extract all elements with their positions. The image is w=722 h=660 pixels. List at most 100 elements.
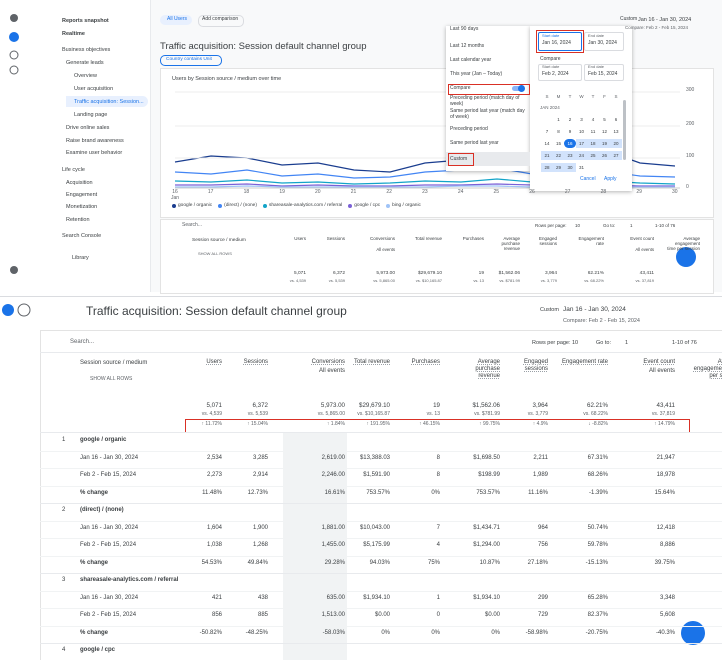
date-label: Custom [540,307,559,313]
legend-dot [262,204,267,208]
nav-item[interactable]: Raise brand awareness [66,138,124,144]
add-comparison[interactable] [198,15,244,27]
compare-option[interactable]: Custom [450,156,468,162]
nav-item[interactable]: Examine user behavior [66,150,123,156]
day[interactable]: 4 [591,117,595,122]
show-all-rows[interactable]: SHOW ALL ROWS [198,251,232,256]
compare-option[interactable]: Same period last year (match day of week… [450,108,525,120]
nav-item[interactable]: Acquisition [66,180,93,186]
nav-rail [0,0,28,292]
day[interactable]: 29 [555,165,562,170]
nav-item[interactable]: Generate leads [66,60,104,66]
nav-item[interactable]: Overview [74,73,97,79]
compare-range: Compare: Feb 2 - Feb 15, 2024 [624,25,688,30]
day[interactable]: 17 [578,141,585,146]
rows-per-page[interactable]: 10 [575,223,581,228]
day[interactable]: 22 [555,153,562,158]
column-header: Total revenue [353,359,390,365]
day[interactable]: 7 [545,129,549,134]
cell-value: 75% [427,559,440,566]
row-name: google / organic [80,437,127,443]
weekday: S [545,94,549,99]
total-compare: vs. 5,539 [328,278,345,283]
nav-item[interactable]: Landing page [74,112,108,118]
day[interactable]: 27 [613,153,619,158]
apply-button[interactable]: Apply [604,176,617,182]
column-header: Purchases [462,236,484,241]
day[interactable]: 23 [567,153,573,158]
column-header: Total revenue [414,236,442,241]
day[interactable]: 10 [578,129,585,134]
nav-item[interactable]: Life cycle [62,167,85,173]
nav-item[interactable]: Search Console [62,233,102,239]
end-date-field[interactable] [584,32,624,51]
compare-option[interactable]: Same period last year [450,140,499,146]
search-input[interactable]: Search... [70,339,95,345]
table-card [160,219,714,294]
day[interactable]: 20 [613,141,619,146]
nav-item[interactable]: Retention [66,217,90,223]
date-label: Custom [620,16,638,22]
search-input[interactable]: Search... [182,222,203,228]
day[interactable]: 6 [614,117,618,122]
day[interactable]: 11 [590,129,596,134]
day[interactable]: 28 [544,165,550,170]
rows-per-page[interactable]: 10 [572,340,579,346]
nav-item[interactable]: Realtime [62,31,85,37]
day[interactable]: 25 [590,153,596,158]
nav-item[interactable]: Drive online sales [66,125,110,131]
menu-item[interactable]: Last calendar year [450,57,492,63]
day[interactable]: 24 [578,153,585,158]
day[interactable]: 9 [568,129,572,134]
range-highlight [552,151,565,160]
nav-item[interactable]: Traffic acquisition: Session... [74,99,144,105]
range-highlight [552,163,565,172]
day[interactable]: 12 [601,129,608,134]
segment-chip[interactable] [160,15,192,25]
nav-item[interactable]: Library [72,255,89,261]
nav-item[interactable]: Business objectives [62,47,111,53]
menu-item[interactable]: This year (Jan – Today) [450,71,503,77]
day[interactable]: 16 [567,141,573,146]
show-all-rows[interactable]: SHOW ALL ROWS [90,376,133,382]
day[interactable]: 3 [580,117,583,122]
day[interactable]: 14 [544,141,550,146]
goto-input[interactable]: 1 [625,340,629,346]
start-date-field[interactable] [538,32,582,51]
total-value: 19 [478,271,484,276]
day[interactable]: 30 [567,165,573,170]
menu-item[interactable]: Last 12 months [450,43,485,49]
nav-item[interactable]: User acquisition [74,86,114,92]
day[interactable]: 26 [601,153,608,158]
cancel-button[interactable]: Cancel [580,176,596,182]
day[interactable]: 19 [601,141,608,146]
compare-end-field[interactable] [584,64,624,81]
filter-chip[interactable] [160,55,222,66]
cell-value: 39.75% [654,559,675,566]
day[interactable]: 31 [578,165,585,170]
row-name: shareasale-analytics.com / referral [80,577,179,583]
field-label: Start date [542,64,560,69]
goto-input[interactable]: 1 [630,223,633,228]
day[interactable]: 5 [603,117,606,122]
nav-item[interactable]: Monetization [66,204,98,210]
legend-entry: google / cpc [354,203,381,208]
column-header: Purchases [411,359,440,365]
day[interactable]: 2 [568,117,572,122]
day[interactable]: 1 [557,117,560,122]
total-value: 43,411 [656,402,675,409]
day[interactable]: 13 [613,129,619,134]
day[interactable]: 21 [544,153,550,158]
compare-option[interactable]: Preceding period [450,126,488,132]
nav-item[interactable]: Reports snapshot [62,18,109,24]
menu-item[interactable]: Last 90 days [450,26,479,32]
compare-start-field[interactable] [538,64,582,81]
row-divider [40,625,722,627]
day[interactable]: 15 [555,141,562,146]
range-highlight [575,151,588,160]
day[interactable]: 8 [557,129,560,134]
compare-option[interactable]: Preceding period (match day of week) [450,95,520,107]
cell-value: -58.03% [322,629,345,636]
nav-item[interactable]: Engagement [66,192,98,198]
day[interactable]: 18 [590,141,596,146]
